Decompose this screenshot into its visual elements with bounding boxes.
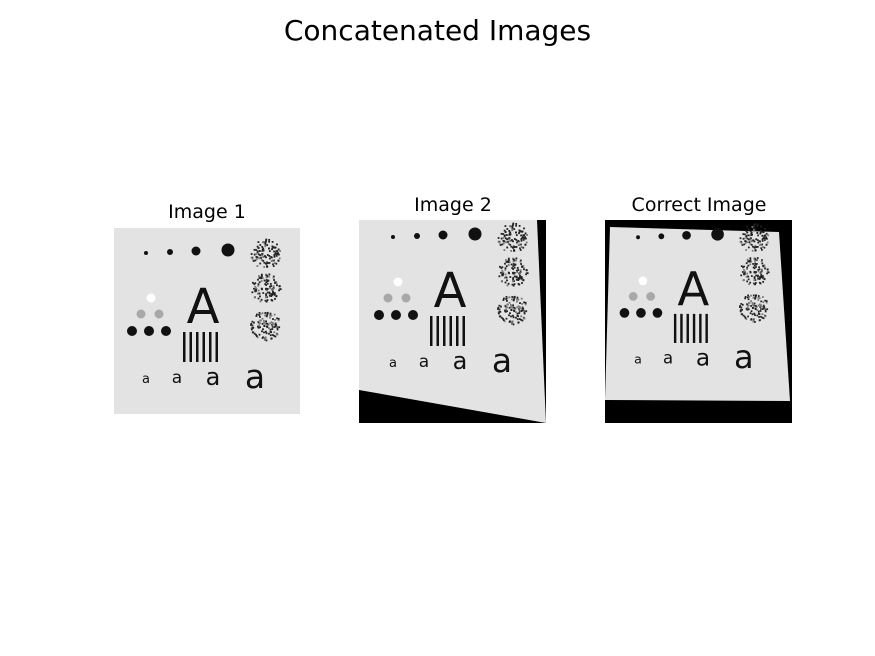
small-letter: a	[389, 356, 397, 371]
dot	[391, 310, 401, 320]
bar-line	[456, 316, 459, 346]
small-letter: a	[172, 368, 182, 388]
bar-line	[209, 332, 212, 362]
panel-title-image-1: Image 1	[168, 201, 246, 223]
panel-title-correct-image: Correct Image	[631, 194, 767, 216]
noise-blob	[250, 311, 281, 342]
bar-line	[189, 332, 192, 362]
small-letter: a	[453, 347, 468, 375]
bar-line	[692, 313, 696, 343]
dot	[438, 230, 448, 240]
bar-line	[443, 316, 446, 346]
dot	[636, 235, 640, 240]
noise-blob	[250, 238, 281, 268]
correct-image-test-chart: Aa a a a	[605, 220, 792, 423]
dot	[136, 309, 146, 319]
small-letter: a	[734, 338, 754, 376]
warped-chart-surface	[359, 220, 546, 423]
noise-blob	[497, 222, 528, 252]
image-1-test-chart: Aa a a a	[114, 228, 300, 414]
dot	[167, 249, 173, 255]
bar-line	[705, 313, 708, 343]
noise-blob	[251, 273, 282, 303]
bar-line	[430, 316, 433, 346]
bar-line	[215, 332, 218, 362]
figure-title: Concatenated Images	[283, 14, 592, 47]
noise-blob	[739, 294, 769, 323]
small-letter: a	[419, 352, 429, 372]
panel-title-image-2: Image 2	[414, 194, 492, 216]
small-letter: a	[696, 344, 710, 371]
noise-blob	[498, 257, 529, 287]
noise-blob	[497, 295, 528, 326]
dot	[161, 326, 171, 336]
dot	[638, 276, 648, 286]
dot	[619, 308, 630, 318]
dot	[191, 246, 201, 256]
small-letter: a	[245, 357, 265, 396]
dot	[414, 233, 420, 239]
dot	[408, 310, 418, 320]
small-letter: a	[492, 341, 512, 380]
dot	[646, 292, 656, 301]
bar-line	[436, 316, 439, 346]
bar-line	[686, 313, 689, 343]
bar-line	[680, 313, 683, 343]
image-2-test-chart: Aa a a a	[359, 220, 546, 423]
bar-line	[196, 332, 199, 362]
dot	[628, 292, 638, 301]
dot	[127, 326, 137, 336]
dot	[652, 308, 663, 318]
dot	[393, 277, 403, 287]
small-letter: a	[634, 351, 642, 366]
small-letter: a	[663, 348, 673, 367]
dot	[383, 293, 393, 303]
dot	[144, 251, 148, 255]
dot	[711, 228, 724, 241]
dot	[144, 326, 154, 336]
dot	[468, 227, 482, 241]
noise-blob	[739, 223, 769, 252]
dot	[682, 230, 691, 240]
small-letter: a	[142, 372, 150, 387]
bar-line	[699, 313, 702, 343]
bar-line	[462, 316, 465, 346]
dot	[391, 235, 395, 239]
dot	[154, 309, 164, 319]
bar-line	[183, 332, 186, 362]
big-letter: A	[677, 262, 709, 316]
bar-line	[202, 332, 205, 362]
bar-line	[449, 316, 452, 346]
noise-blob	[740, 257, 770, 286]
dot	[636, 308, 646, 318]
dot	[221, 243, 235, 257]
bar-line	[673, 313, 677, 343]
dot	[146, 293, 156, 303]
small-letter: a	[206, 363, 221, 391]
dot	[658, 233, 665, 240]
big-letter: A	[187, 279, 220, 335]
big-letter: A	[434, 263, 467, 319]
dot	[401, 293, 411, 303]
dot	[374, 310, 384, 320]
